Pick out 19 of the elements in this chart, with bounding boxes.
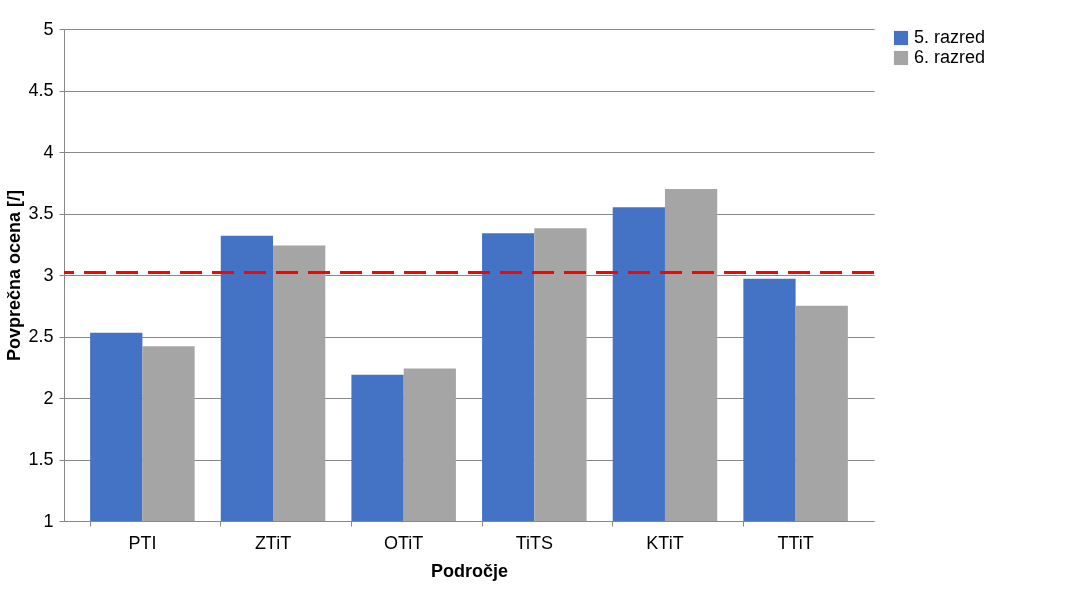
y-tick-label: 4.5 <box>28 80 54 100</box>
x-tick-label: KTiT <box>646 532 684 553</box>
y-tick-label: 2 <box>43 387 54 408</box>
y-tick-label: 5 <box>43 18 54 39</box>
y-axis-title: Povprečna ocena [/] <box>4 189 25 362</box>
y-tick-label: 3 <box>43 264 54 285</box>
y-tick-label: 2.5 <box>28 326 54 346</box>
x-tick-label: PTI <box>128 532 157 553</box>
y-tick-label: 1.5 <box>28 449 54 469</box>
x-tick-label: TTiT <box>777 532 814 553</box>
y-tick-label: 4 <box>43 141 54 162</box>
x-tick-label: ZTiT <box>254 532 292 553</box>
legend-label: 6. razred <box>914 47 986 67</box>
legend-label: 5. razred <box>914 27 986 47</box>
x-axis-title: Področje <box>430 560 509 581</box>
x-tick-label: TiTS <box>515 532 553 553</box>
y-tick-label: 1 <box>43 510 54 531</box>
y-tick-label: 3.5 <box>28 203 54 223</box>
x-tick-label: OTiT <box>384 532 424 553</box>
